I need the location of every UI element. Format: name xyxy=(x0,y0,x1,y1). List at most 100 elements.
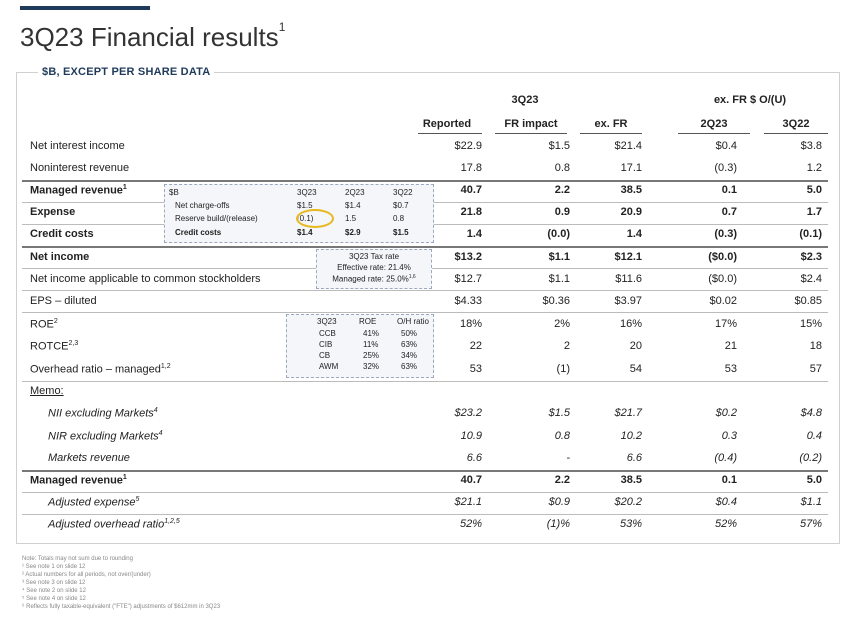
table-cell: 17.1 xyxy=(620,162,642,174)
table-cell: $2.4 xyxy=(800,273,822,285)
row-label: Noninterest revenue xyxy=(30,162,130,174)
row-label: Adjusted expense5 xyxy=(48,496,140,509)
table-cell: 5.0 xyxy=(806,474,822,486)
row-label: Credit costs xyxy=(30,228,94,240)
table-cell: 21 xyxy=(724,340,737,352)
header-underline xyxy=(678,133,750,134)
table-cell: 54 xyxy=(629,363,642,375)
row-label: Managed revenue1 xyxy=(30,184,127,197)
table-cell: 17% xyxy=(714,318,737,330)
table-cell: 10.9 xyxy=(460,430,482,442)
footnote: ⁵ See note 4 on slide 12 xyxy=(22,596,86,602)
table-cell: 0.1 xyxy=(721,474,737,486)
inset-cell: 41% xyxy=(363,329,380,338)
table-cell: (0.1) xyxy=(799,228,822,240)
column-header: FR impact xyxy=(504,118,558,130)
table-cell: 40.7 xyxy=(460,474,482,486)
footnote: Note: Totals may not sum due to rounding xyxy=(22,556,133,562)
footnote: ² Actual numbers for all periods, not ov… xyxy=(22,572,151,578)
inset-cell: CCB xyxy=(319,329,336,338)
table-cell: 52% xyxy=(714,518,737,530)
inset-cell: 32% xyxy=(363,362,380,371)
inset-cell: $1.5 xyxy=(393,228,409,237)
table-cell: 22 xyxy=(469,340,482,352)
row-divider xyxy=(22,470,828,472)
column-header: 2Q23 xyxy=(700,118,728,130)
inset-cell: 11% xyxy=(363,340,379,349)
table-cell: $23.2 xyxy=(454,407,482,419)
table-cell: 0.3 xyxy=(721,430,737,442)
table-cell: $21.1 xyxy=(454,496,482,508)
row-divider xyxy=(22,180,828,182)
table-cell: 38.5 xyxy=(620,184,642,196)
inset-cell: 34% xyxy=(401,351,418,360)
table-cell: 2 xyxy=(563,340,570,352)
table-cell: 53 xyxy=(469,363,482,375)
table-cell: 0.4 xyxy=(806,430,822,442)
table-cell: 0.8 xyxy=(554,162,570,174)
page-title: 3Q23 Financial results1 xyxy=(20,20,286,52)
table-cell: $13.2 xyxy=(454,251,482,263)
inset-cell: Credit costs xyxy=(175,228,222,237)
inset-cell: AWM xyxy=(319,362,339,371)
row-divider xyxy=(22,290,828,291)
table-cell: (0.2) xyxy=(799,452,822,464)
table-cell: 18 xyxy=(809,340,822,352)
table-cell: 18% xyxy=(459,318,482,330)
table-cell: $1.1 xyxy=(548,273,570,285)
title-accent-bar xyxy=(20,6,150,10)
table-cell: ($0.0) xyxy=(708,251,737,263)
table-cell: $0.4 xyxy=(715,140,737,152)
table-cell: $0.2 xyxy=(715,407,737,419)
row-divider xyxy=(22,381,828,382)
effective-tax-rate: Effective rate: 21.4% xyxy=(337,263,411,272)
column-header: Reported xyxy=(422,118,472,130)
table-cell: (0.3) xyxy=(714,162,737,174)
table-cell: $11.6 xyxy=(615,273,642,285)
inset-cell: 0.8 xyxy=(393,214,405,223)
table-cell: $1.5 xyxy=(548,140,570,152)
table-cell: 0.1 xyxy=(721,184,737,196)
table-cell: 10.2 xyxy=(620,430,642,442)
header-underline xyxy=(764,133,828,134)
highlight-circle xyxy=(296,209,334,228)
table-cell: 6.6 xyxy=(626,452,642,464)
inset-header: 3Q23 xyxy=(317,317,337,326)
column-header: 3Q22 xyxy=(782,118,810,130)
inset-cell: 63% xyxy=(401,362,418,371)
table-cell: 57 xyxy=(809,363,822,375)
row-label: Memo: xyxy=(30,385,64,397)
row-label: Markets revenue xyxy=(48,452,130,464)
row-divider xyxy=(22,492,828,493)
table-cell: 20 xyxy=(629,340,642,352)
inset-cell: 50% xyxy=(401,329,418,338)
row-label: EPS – diluted xyxy=(30,295,97,307)
table-cell: $0.36 xyxy=(542,295,570,307)
table-cell: 16% xyxy=(619,318,642,330)
footnote: ¹ See note 1 on slide 12 xyxy=(22,564,86,570)
inset-header: O/H ratio xyxy=(397,317,430,326)
header-underline xyxy=(580,133,642,134)
group-header-quarter: 3Q23 xyxy=(511,94,539,106)
row-label: NII excluding Markets4 xyxy=(48,407,158,420)
table-cell: 5.0 xyxy=(806,184,822,196)
table-cell: 6.6 xyxy=(466,452,482,464)
table-cell: 2.2 xyxy=(554,184,570,196)
table-cell: 53% xyxy=(619,518,642,530)
table-cell: (1)% xyxy=(546,518,570,530)
inset-cell: $1.4 xyxy=(297,228,313,237)
row-divider xyxy=(22,246,828,248)
table-cell: 57% xyxy=(799,518,822,530)
table-cell: 1.4 xyxy=(626,228,642,240)
table-cell: 0.7 xyxy=(721,206,737,218)
table-cell: 20.9 xyxy=(620,206,642,218)
results-panel xyxy=(16,72,840,544)
inset-cell: $0.7 xyxy=(393,201,409,210)
inset-cell: Reserve build/(release) xyxy=(175,214,258,223)
lob-returns-inset: 3Q23 ROE O/H ratio CCB 41% 50% CIB 11% 63% CB 25% 3… xyxy=(286,314,434,378)
table-cell: $22.9 xyxy=(454,140,482,152)
table-cell: $4.33 xyxy=(454,295,482,307)
row-divider xyxy=(22,514,828,515)
table-cell: - xyxy=(566,452,570,464)
table-cell: 1.2 xyxy=(806,162,822,174)
